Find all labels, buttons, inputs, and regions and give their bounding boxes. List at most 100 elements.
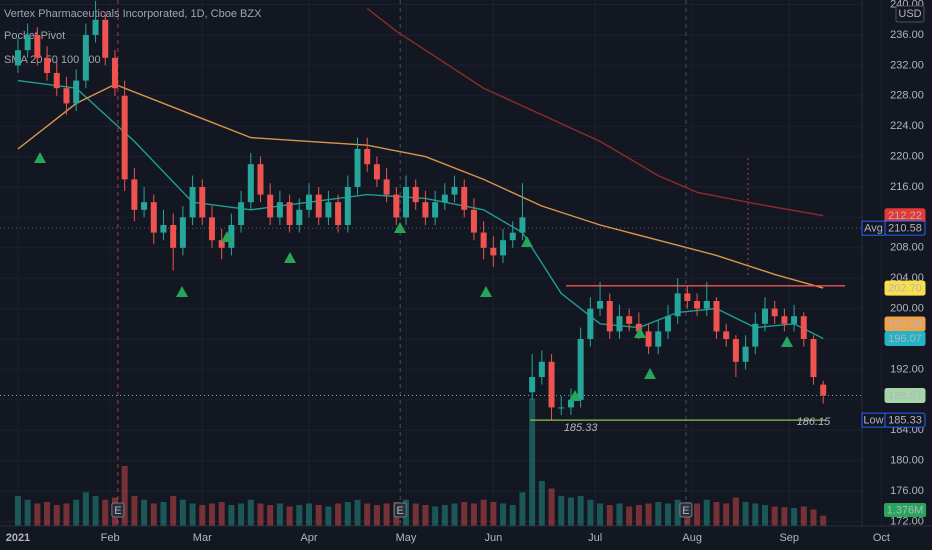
candle-body: [218, 240, 225, 248]
candle-body: [577, 339, 584, 400]
volume-tag-label: 1.376M: [887, 504, 924, 516]
candle-body: [451, 186, 458, 195]
volume-bar: [655, 502, 662, 526]
candle-body: [199, 186, 206, 218]
candle-body: [14, 50, 21, 66]
candle-body: [800, 316, 807, 340]
volume-bar: [490, 502, 497, 526]
volume-bar: [742, 502, 749, 526]
candle-body: [34, 34, 41, 58]
annotation: 185.33: [564, 422, 599, 434]
volume-bar: [645, 503, 652, 526]
candle-body: [752, 323, 759, 347]
volume-bar: [548, 488, 555, 526]
candle-body: [820, 384, 827, 396]
volume-bar: [771, 506, 778, 526]
volume-bar: [170, 496, 177, 526]
candle-body: [810, 339, 817, 378]
earnings-icon: [679, 502, 693, 518]
price-tag-label: 196.07: [888, 333, 922, 345]
volume-bar: [422, 505, 429, 526]
candle-body: [723, 331, 730, 340]
volume-bar: [257, 503, 264, 526]
volume-bar: [451, 503, 458, 526]
price-tag: [884, 387, 926, 403]
candle-body: [771, 308, 778, 317]
candle-body: [63, 88, 70, 104]
volume-bar: [247, 499, 254, 526]
volume-bar: [218, 502, 225, 526]
candle-body: [655, 331, 662, 347]
volume-bar: [500, 503, 507, 526]
candle-body: [509, 232, 516, 241]
volume-bar: [276, 503, 283, 526]
volume-bar: [306, 503, 313, 526]
x-tick-label: Mar: [193, 532, 212, 544]
candle-body: [344, 186, 351, 225]
candle-body: [713, 301, 720, 332]
candle-body: [441, 194, 448, 203]
candle-body: [335, 202, 342, 225]
candle-body: [160, 224, 167, 233]
volume-bar: [131, 496, 138, 526]
earnings-label: E: [114, 505, 121, 517]
price-tag-name: Avg: [864, 223, 883, 235]
volume-bar: [810, 509, 817, 526]
x-tick-label: Feb: [101, 532, 120, 544]
candle-body: [364, 148, 371, 165]
earnings-label: E: [397, 505, 404, 517]
volume-bar: [606, 505, 613, 526]
volume-bar: [335, 503, 342, 526]
volume-bar: [597, 503, 604, 526]
volume-bar: [383, 503, 390, 526]
x-tick-label: Apr: [300, 532, 317, 544]
currency: USD: [898, 8, 921, 20]
x-tick-label: Aug: [682, 532, 702, 544]
volume-bar: [441, 505, 448, 526]
candle-body: [102, 19, 109, 58]
volume-bar: [674, 499, 681, 526]
candle-body: [131, 179, 138, 210]
volume-bar: [480, 499, 487, 526]
candle-body: [354, 148, 361, 187]
candle-body: [490, 247, 497, 256]
volume-bar: [626, 506, 633, 526]
candle-body: [208, 217, 215, 241]
x-tick-label: Jun: [484, 532, 502, 544]
volume-bar: [228, 505, 235, 526]
sma-line: [366, 7, 824, 217]
candle-body: [422, 202, 429, 218]
volume-bar: [34, 503, 41, 526]
candle-body: [373, 164, 380, 180]
x-tick-label: May: [396, 532, 417, 544]
candle-body: [470, 209, 477, 233]
candle-body: [325, 202, 332, 218]
candle-body: [412, 186, 419, 203]
volume-bar: [92, 496, 99, 526]
candle-body: [247, 164, 254, 203]
volume-bar: [781, 507, 788, 526]
volume-bar: [587, 499, 594, 526]
volume-bar: [160, 502, 167, 526]
candle-body: [393, 194, 400, 218]
candle-body: [73, 80, 80, 104]
price-tag-label: 185.33: [888, 415, 922, 427]
candle-body: [306, 194, 313, 210]
candle-body: [286, 202, 293, 225]
sma-line: [17, 83, 824, 289]
volume-bar: [150, 503, 157, 526]
earnings-label: E: [682, 505, 689, 517]
pivot-markers: [34, 152, 793, 401]
volume-bar: [364, 503, 371, 526]
y-tick-label: 228.00: [890, 90, 924, 102]
price-tag: [884, 280, 926, 296]
volume-bar: [616, 503, 623, 526]
price-tag-label: 188.57: [888, 390, 922, 402]
candle-body: [315, 194, 322, 218]
candle-body: [432, 202, 439, 218]
currency-box: [895, 5, 925, 23]
earnings-icon: [111, 502, 125, 518]
candle-body: [635, 323, 642, 332]
y-tick-label: 220.00: [890, 150, 924, 162]
